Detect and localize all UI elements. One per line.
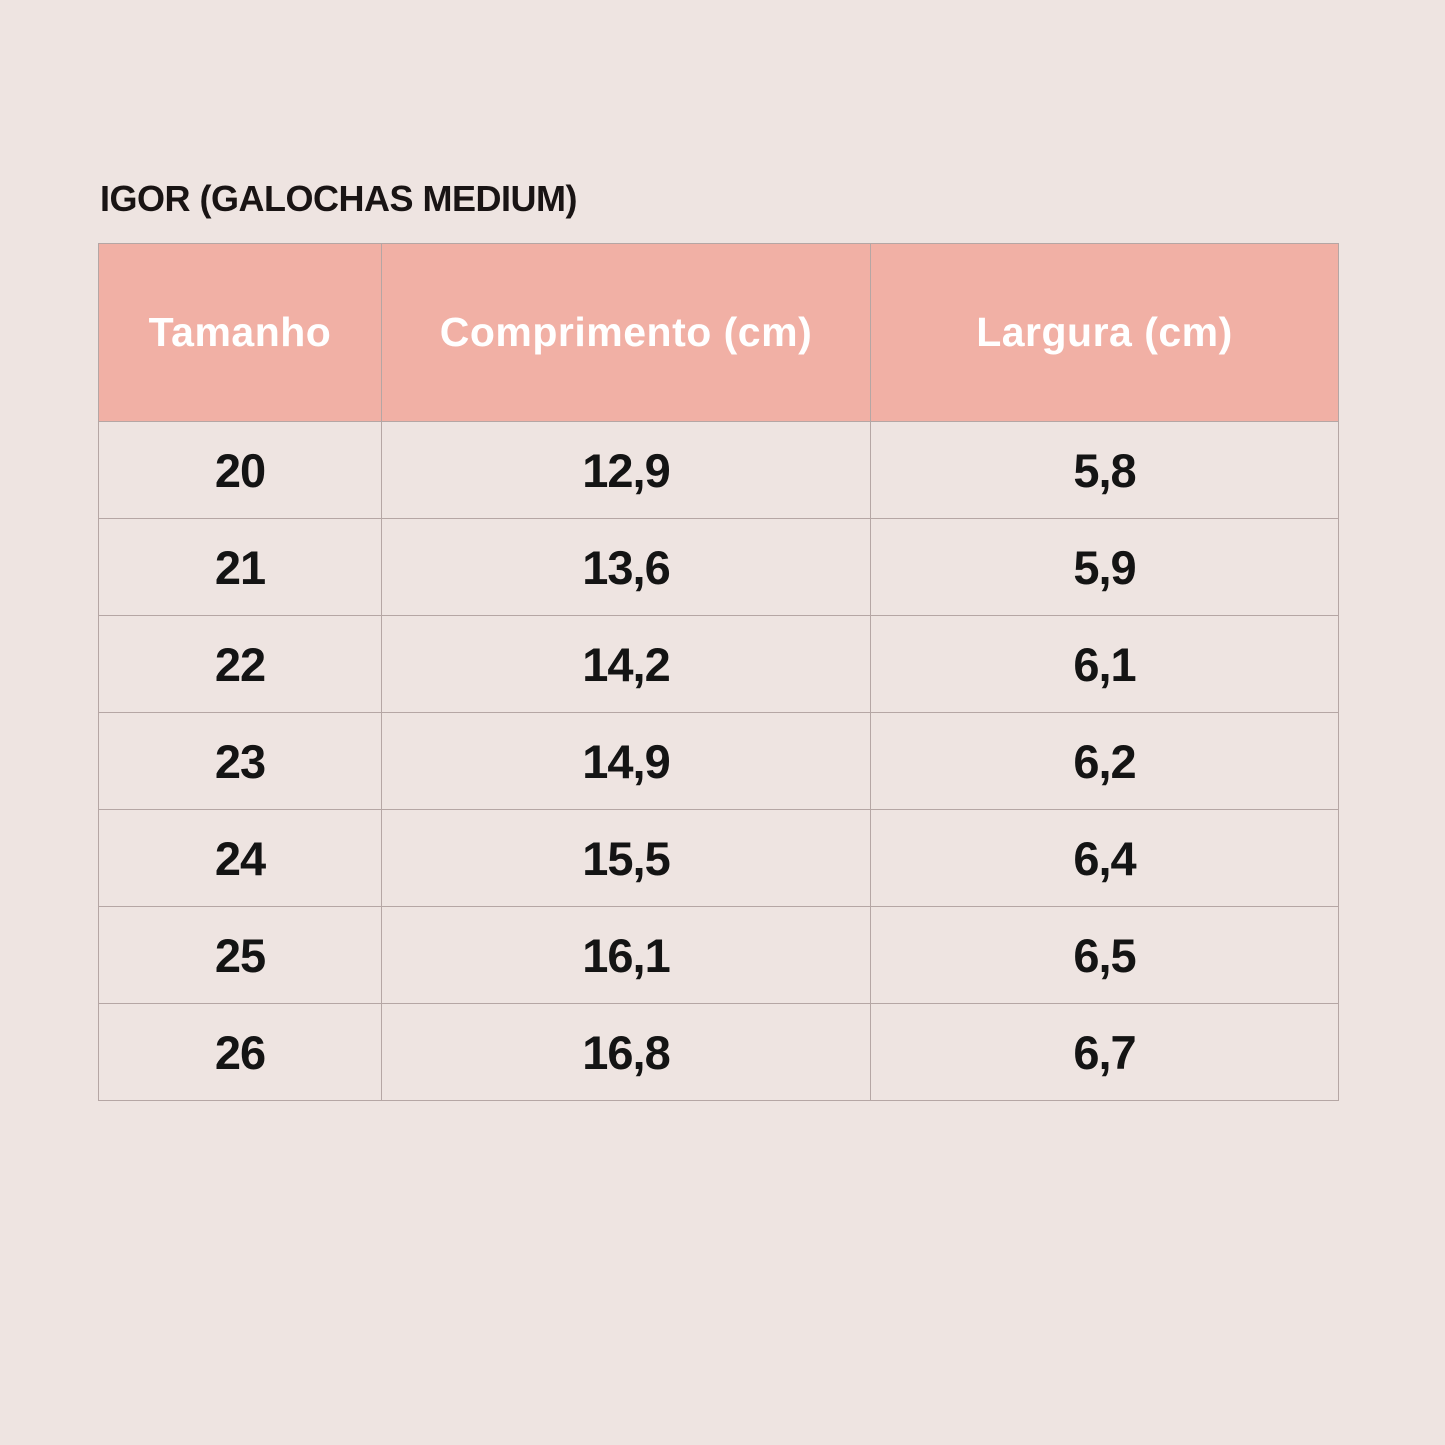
page-title: IGOR (GALOCHAS MEDIUM) [100, 178, 577, 219]
cell-tamanho: 22 [98, 615, 382, 713]
table-row: 20 12,9 5,8 [98, 421, 1339, 519]
table-row: 22 14,2 6,1 [98, 615, 1339, 713]
cell-comprimento: 15,5 [381, 809, 871, 907]
cell-largura: 6,2 [870, 712, 1339, 810]
cell-largura: 5,9 [870, 518, 1339, 616]
cell-tamanho: 21 [98, 518, 382, 616]
cell-comprimento: 12,9 [381, 421, 871, 519]
cell-comprimento: 16,8 [381, 1003, 871, 1101]
cell-largura: 5,8 [870, 421, 1339, 519]
cell-comprimento: 13,6 [381, 518, 871, 616]
cell-tamanho: 20 [98, 421, 382, 519]
cell-comprimento: 14,2 [381, 615, 871, 713]
table-row: 25 16,1 6,5 [98, 906, 1339, 1004]
table-row: 24 15,5 6,4 [98, 809, 1339, 907]
cell-largura: 6,7 [870, 1003, 1339, 1101]
cell-largura: 6,5 [870, 906, 1339, 1004]
column-header-comprimento: Comprimento (cm) [381, 243, 871, 422]
table-row: 26 16,8 6,7 [98, 1003, 1339, 1101]
cell-largura: 6,4 [870, 809, 1339, 907]
cell-tamanho: 23 [98, 712, 382, 810]
table-row: 23 14,9 6,2 [98, 712, 1339, 810]
table-header-row: Tamanho Comprimento (cm) Largura (cm) [98, 243, 1339, 422]
table-row: 21 13,6 5,9 [98, 518, 1339, 616]
table-body: 20 12,9 5,8 21 13,6 5,9 22 14,2 6,1 23 1… [98, 421, 1339, 1101]
cell-tamanho: 24 [98, 809, 382, 907]
cell-comprimento: 14,9 [381, 712, 871, 810]
column-header-largura: Largura (cm) [870, 243, 1339, 422]
cell-comprimento: 16,1 [381, 906, 871, 1004]
size-chart-table: Tamanho Comprimento (cm) Largura (cm) 20… [98, 243, 1339, 1101]
cell-tamanho: 25 [98, 906, 382, 1004]
cell-tamanho: 26 [98, 1003, 382, 1101]
column-header-tamanho: Tamanho [98, 243, 382, 422]
table-header: Tamanho Comprimento (cm) Largura (cm) [98, 243, 1339, 422]
cell-largura: 6,1 [870, 615, 1339, 713]
